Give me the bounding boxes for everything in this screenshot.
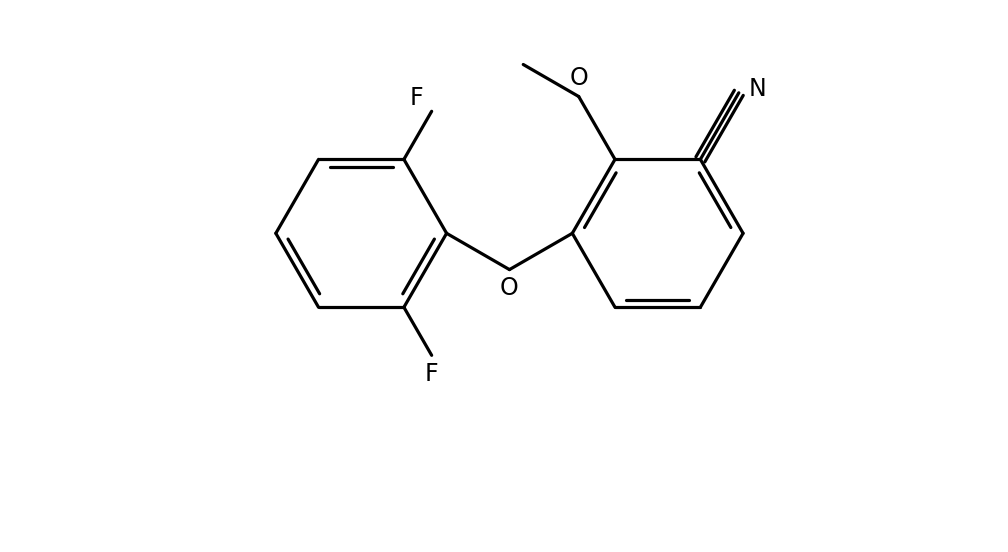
- Text: N: N: [749, 77, 766, 100]
- Text: F: F: [424, 362, 438, 386]
- Text: F: F: [409, 87, 423, 110]
- Text: O: O: [500, 277, 519, 300]
- Text: O: O: [570, 66, 588, 90]
